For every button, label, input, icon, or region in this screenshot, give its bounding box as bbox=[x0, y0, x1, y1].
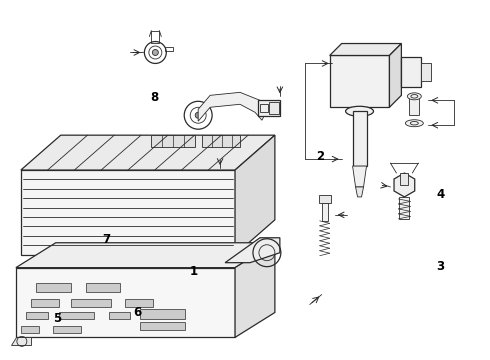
Bar bbox=[71, 298, 111, 306]
Ellipse shape bbox=[345, 106, 373, 116]
Polygon shape bbox=[235, 243, 275, 337]
Bar bbox=[53, 327, 81, 333]
Bar bbox=[401, 58, 421, 87]
Polygon shape bbox=[16, 243, 275, 268]
Ellipse shape bbox=[405, 120, 423, 127]
Bar bbox=[86, 283, 121, 292]
Bar bbox=[141, 310, 185, 319]
Polygon shape bbox=[11, 337, 31, 345]
Bar bbox=[258, 100, 280, 116]
Bar bbox=[269, 102, 279, 114]
Bar bbox=[165, 46, 173, 51]
Text: 5: 5 bbox=[53, 311, 61, 325]
Bar bbox=[31, 298, 59, 306]
Polygon shape bbox=[353, 166, 367, 187]
Bar bbox=[353, 111, 367, 166]
Bar bbox=[399, 197, 409, 219]
Polygon shape bbox=[21, 170, 235, 255]
Bar bbox=[125, 298, 153, 306]
Polygon shape bbox=[394, 173, 415, 197]
Bar bbox=[260, 104, 268, 112]
Bar bbox=[150, 135, 196, 147]
Ellipse shape bbox=[407, 93, 421, 100]
Circle shape bbox=[195, 112, 201, 118]
Polygon shape bbox=[356, 187, 364, 197]
Text: 7: 7 bbox=[102, 233, 110, 246]
Text: 3: 3 bbox=[436, 260, 444, 273]
Polygon shape bbox=[225, 238, 280, 263]
Bar bbox=[400, 173, 408, 185]
Bar bbox=[330, 55, 390, 107]
Polygon shape bbox=[330, 44, 401, 55]
Bar bbox=[318, 195, 331, 203]
Text: 8: 8 bbox=[150, 91, 159, 104]
Bar bbox=[26, 312, 48, 319]
Bar bbox=[36, 283, 71, 292]
Bar bbox=[151, 31, 159, 42]
Text: 2: 2 bbox=[317, 150, 325, 163]
Bar bbox=[59, 312, 94, 319]
Polygon shape bbox=[390, 44, 401, 107]
Text: 6: 6 bbox=[133, 306, 142, 319]
Bar bbox=[202, 135, 240, 147]
Bar bbox=[141, 323, 185, 330]
Bar bbox=[108, 312, 130, 319]
Polygon shape bbox=[21, 135, 275, 170]
Bar bbox=[409, 95, 419, 115]
Circle shape bbox=[152, 50, 158, 55]
Text: 1: 1 bbox=[190, 265, 198, 278]
Bar bbox=[21, 327, 39, 333]
Polygon shape bbox=[16, 268, 235, 337]
Bar bbox=[322, 203, 328, 221]
Bar bbox=[421, 63, 431, 81]
Polygon shape bbox=[235, 135, 275, 255]
Text: 4: 4 bbox=[436, 188, 444, 201]
Polygon shape bbox=[198, 92, 268, 121]
